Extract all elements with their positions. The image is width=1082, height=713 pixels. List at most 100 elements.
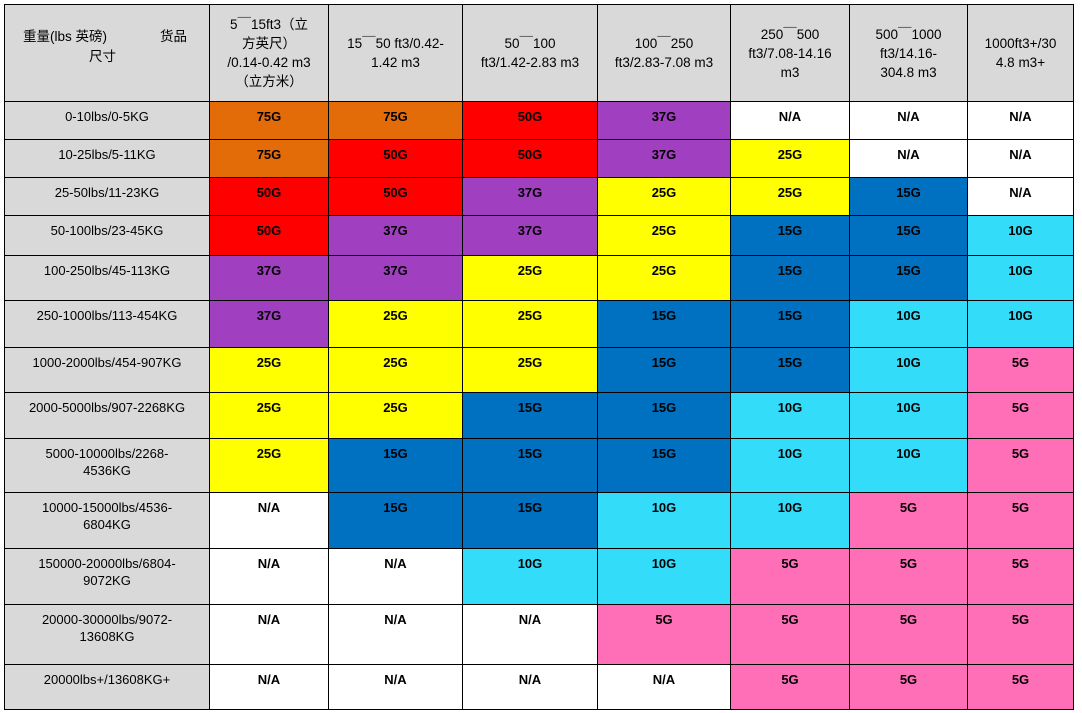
rate-cell: N/A — [967, 177, 1074, 216]
rate-cell: 5G — [967, 492, 1074, 549]
rate-cell: 15G — [730, 300, 850, 348]
column-header: 15￣50 ft3/0.42- 1.42 m3 — [328, 4, 463, 102]
column-header: 50￣100 ft3/1.42-2.83 m3 — [462, 4, 598, 102]
rate-cell: N/A — [328, 604, 463, 665]
rate-cell: 50G — [462, 139, 598, 178]
rate-cell: N/A — [967, 139, 1074, 178]
rate-cell: 25G — [462, 347, 598, 393]
rate-cell: 15G — [730, 255, 850, 301]
size-axis-label: 尺寸 — [89, 49, 116, 64]
goods-label: 货品 — [160, 29, 187, 44]
table-row: 20000-30000lbs/9072- 13608KG N/A N/A N/A 5G 5… — [4, 604, 1074, 665]
table-row: 10000-15000lbs/4536- 6804KG N/A 15G 15G 10G 1… — [4, 492, 1074, 549]
rate-cell: 37G — [328, 255, 463, 301]
rate-cell: 50G — [462, 101, 598, 140]
corner-header: 重量(lbs 英磅) 货品 尺寸 — [4, 4, 210, 102]
rate-cell: N/A — [328, 664, 463, 710]
rate-cell: 25G — [597, 255, 731, 301]
rate-cell: 10G — [849, 392, 968, 439]
rate-cell: 15G — [462, 492, 598, 549]
rate-cell: N/A — [328, 548, 463, 605]
rate-cell: 15G — [597, 438, 731, 493]
weight-range-cell: 10-25lbs/5-11KG — [4, 139, 210, 178]
rate-cell: 10G — [849, 300, 968, 348]
rate-cell: N/A — [967, 101, 1074, 140]
rate-cell: 10G — [730, 492, 850, 549]
table-row: 10-25lbs/5-11KG 75G 50G 50G 37G 25G N/A N/A — [4, 139, 1074, 178]
rate-cell: 10G — [967, 215, 1074, 256]
rate-cell: 15G — [849, 177, 968, 216]
rate-cell: 5G — [967, 438, 1074, 493]
rate-cell: 25G — [597, 177, 731, 216]
table-row: 0-10lbs/0-5KG 75G 75G 50G 37G N/A N/A N/A — [4, 101, 1074, 140]
rate-cell: N/A — [462, 664, 598, 710]
table-row: 100-250lbs/45-113KG 37G 37G 25G 25G 15G 15G 10G — [4, 255, 1074, 301]
rate-cell: 75G — [209, 139, 329, 178]
rate-cell: 37G — [209, 300, 329, 348]
rate-cell: 15G — [597, 347, 731, 393]
rate-cell: 37G — [328, 215, 463, 256]
table-row: 2000-5000lbs/907-2268KG 25G 25G 15G 15G 10G 10… — [4, 392, 1074, 439]
rate-cell: 10G — [462, 548, 598, 605]
rate-cell: 5G — [849, 604, 968, 665]
shipping-rate-table: 重量(lbs 英磅) 货品 尺寸 5￣15ft3（立 方英尺） /0.14-0.… — [4, 4, 1074, 710]
rate-cell: N/A — [849, 139, 968, 178]
rate-cell: 25G — [462, 300, 598, 348]
rate-cell: 50G — [209, 177, 329, 216]
table-row: 25-50lbs/11-23KG 50G 50G 37G 25G 25G 15G N/A — [4, 177, 1074, 216]
column-header: 100￣250 ft3/2.83-7.08 m3 — [597, 4, 731, 102]
rate-cell: 15G — [328, 492, 463, 549]
weight-range-cell: 25-50lbs/11-23KG — [4, 177, 210, 216]
rate-cell: 25G — [209, 347, 329, 393]
rate-cell: 25G — [730, 177, 850, 216]
weight-range-cell: 20000-30000lbs/9072- 13608KG — [4, 604, 210, 665]
weight-range-cell: 100-250lbs/45-113KG — [4, 255, 210, 301]
rate-cell: N/A — [209, 492, 329, 549]
rate-cell: N/A — [462, 604, 598, 665]
rate-cell: 25G — [328, 347, 463, 393]
weight-range-cell: 10000-15000lbs/4536- 6804KG — [4, 492, 210, 549]
weight-range-cell: 5000-10000lbs/2268- 4536KG — [4, 438, 210, 493]
rate-cell: 10G — [730, 392, 850, 439]
rate-cell: 10G — [849, 347, 968, 393]
column-header: 5￣15ft3（立 方英尺） /0.14-0.42 m3 （立方米） — [209, 4, 329, 102]
rate-cell: 15G — [730, 347, 850, 393]
weight-range-cell: 2000-5000lbs/907-2268KG — [4, 392, 210, 439]
rate-cell: 37G — [462, 177, 598, 216]
rate-cell: 5G — [597, 604, 731, 665]
rate-cell: 15G — [730, 215, 850, 256]
rate-cell: 15G — [849, 215, 968, 256]
header-row: 重量(lbs 英磅) 货品 尺寸 5￣15ft3（立 方英尺） /0.14-0.… — [4, 4, 1074, 102]
weight-range-cell: 20000lbs+/13608KG+ — [4, 664, 210, 710]
rate-cell: N/A — [209, 604, 329, 665]
weight-range-cell: 0-10lbs/0-5KG — [4, 101, 210, 140]
rate-cell: 15G — [597, 392, 731, 439]
table-row: 150000-20000lbs/6804- 9072KG N/A N/A 10G 10G… — [4, 548, 1074, 605]
rate-cell: 37G — [597, 101, 731, 140]
rate-cell: N/A — [849, 101, 968, 140]
rate-cell: 5G — [849, 664, 968, 710]
rate-cell: N/A — [209, 664, 329, 710]
rate-cell: 15G — [597, 300, 731, 348]
rate-cell: 37G — [462, 215, 598, 256]
weight-range-cell: 250-1000lbs/113-454KG — [4, 300, 210, 348]
rate-cell: 5G — [967, 664, 1074, 710]
rate-cell: 5G — [967, 347, 1074, 393]
rate-cell: 15G — [462, 438, 598, 493]
table-row: 250-1000lbs/113-454KG 37G 25G 25G 15G 15G 10G 1… — [4, 300, 1074, 348]
rate-cell: 25G — [328, 392, 463, 439]
rate-cell: 25G — [209, 438, 329, 493]
rate-cell: 50G — [328, 177, 463, 216]
column-header: 1000ft3+/30 4.8 m3+ — [967, 4, 1074, 102]
rate-cell: 37G — [597, 139, 731, 178]
rate-cell: 10G — [597, 548, 731, 605]
rate-cell: 5G — [849, 548, 968, 605]
table-row: 20000lbs+/13608KG+ N/A N/A N/A N/A 5G 5G 5G — [4, 664, 1074, 710]
weight-range-cell: 1000-2000lbs/454-907KG — [4, 347, 210, 393]
rate-cell: 10G — [967, 300, 1074, 348]
rate-cell: 10G — [849, 438, 968, 493]
rate-cell: N/A — [209, 548, 329, 605]
rate-cell: 5G — [849, 492, 968, 549]
column-header: 250￣500 ft3/7.08-14.16 m3 — [730, 4, 850, 102]
weight-range-cell: 150000-20000lbs/6804- 9072KG — [4, 548, 210, 605]
